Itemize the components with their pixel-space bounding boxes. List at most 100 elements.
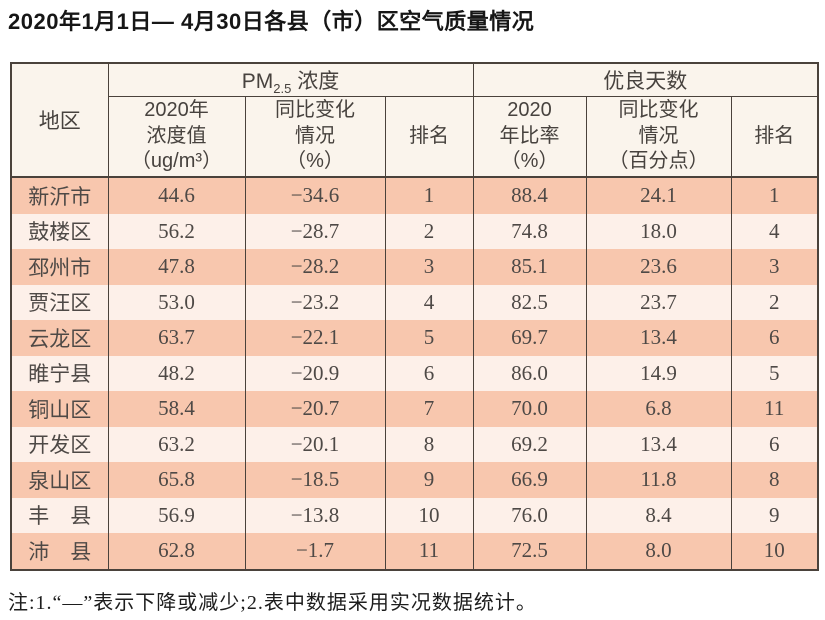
pm-value-cell: 48.2 [107,355,246,391]
good-rank-cell: 6 [730,426,819,462]
pm-rank-cell: 4 [384,284,474,320]
region-cell: 睢宁县 [10,355,109,391]
pm-rank-cell: 6 [384,355,474,391]
table-row: 云龙区 63.7 −22.1 5 69.7 13.4 6 [10,320,819,356]
header-good-rank: 排名 [730,96,819,177]
header-pm25-group: PM2.5 浓度 [107,63,474,97]
good-rate-cell: 72.5 [472,533,587,570]
good-change-cell: 24.1 [585,177,732,214]
pm-value-cell: 44.6 [107,177,246,214]
pm-label-subscript: 2.5 [273,81,292,97]
good-change-cell: 23.7 [585,284,732,320]
table-row: 睢宁县 48.2 −20.9 6 86.0 14.9 5 [10,355,819,391]
pm-change-cell: −13.8 [244,497,386,533]
pm-rank-cell: 11 [384,533,474,570]
page-title: 2020年1月1日— 4月30日各县（市）区空气质量情况 [8,9,535,34]
good-rate-cell: 86.0 [472,355,587,391]
pm-value-cell: 62.8 [107,533,246,570]
good-rank-cell: 11 [730,391,819,427]
header-pm-change: 同比变化 情况 （%） [244,96,386,177]
pm-change-cell: −20.7 [244,391,386,427]
header-pm-rank: 排名 [384,96,474,177]
good-rate-cell: 85.1 [472,249,587,285]
good-rate-cell: 76.0 [472,497,587,533]
pm-rank-cell: 5 [384,320,474,356]
good-rate-cell: 66.9 [472,462,587,498]
pm-change-cell: −28.2 [244,249,386,285]
air-quality-table: 地区 PM2.5 浓度 优良天数 2020年 浓度值 （ug/m³） 同比变化 … [10,62,820,571]
pm-value-cell: 63.7 [107,320,246,356]
good-rank-cell: 8 [730,462,819,498]
pm-rank-cell: 8 [384,426,474,462]
good-change-cell: 13.4 [585,320,732,356]
good-rank-cell: 9 [730,497,819,533]
good-rate-cell: 88.4 [472,177,587,214]
region-cell: 鼓楼区 [10,213,109,249]
good-rank-cell: 4 [730,213,819,249]
good-change-cell: 11.8 [585,462,732,498]
region-cell: 沛 县 [10,533,109,570]
header-pm-value: 2020年 浓度值 （ug/m³） [107,96,246,177]
pm-change-cell: −28.7 [244,213,386,249]
pm-value-cell: 65.8 [107,462,246,498]
good-rank-cell: 2 [730,284,819,320]
header-region: 地区 [10,63,109,177]
good-change-cell: 23.6 [585,249,732,285]
pm-label-rest: 浓度 [291,70,340,93]
good-rank-cell: 6 [730,320,819,356]
region-cell: 邳州市 [10,249,109,285]
table-row: 丰 县 56.9 −13.8 10 76.0 8.4 9 [10,497,819,533]
pm-rank-cell: 10 [384,497,474,533]
good-change-cell: 6.8 [585,391,732,427]
pm-rank-cell: 1 [384,177,474,214]
region-cell: 泉山区 [10,462,109,498]
table-row: 贾汪区 53.0 −23.2 4 82.5 23.7 2 [10,284,819,320]
pm-rank-cell: 2 [384,213,474,249]
pm-label-base: PM [241,70,274,93]
good-rank-cell: 10 [730,533,819,570]
pm-change-cell: −23.2 [244,284,386,320]
region-cell: 贾汪区 [10,284,109,320]
pm-change-cell: −34.6 [244,177,386,214]
good-rate-cell: 70.0 [472,391,587,427]
pm-change-cell: −22.1 [244,320,386,356]
table-row: 鼓楼区 56.2 −28.7 2 74.8 18.0 4 [10,213,819,249]
pm-rank-cell: 3 [384,249,474,285]
region-cell: 云龙区 [10,320,109,356]
table-row: 沛 县 62.8 −1.7 11 72.5 8.0 10 [10,533,819,570]
good-rate-cell: 82.5 [472,284,587,320]
pm-value-cell: 56.2 [107,213,246,249]
sub-header-row: 2020年 浓度值 （ug/m³） 同比变化 情况 （%） 排名 2020 年比… [11,96,819,177]
good-rank-cell: 5 [730,355,819,391]
good-rank-cell: 3 [730,249,819,285]
region-cell: 丰 县 [10,497,109,533]
good-change-cell: 13.4 [585,426,732,462]
pm-rank-cell: 9 [384,462,474,498]
region-cell: 开发区 [10,426,109,462]
pm-value-cell: 56.9 [107,497,246,533]
good-change-cell: 8.4 [585,497,732,533]
table-row: 铜山区 58.4 −20.7 7 70.0 6.8 11 [10,391,819,427]
table-row: 新沂市 44.6 −34.6 1 88.4 24.1 1 [10,177,819,214]
good-rank-cell: 1 [730,177,819,214]
good-change-cell: 18.0 [585,213,732,249]
good-rate-cell: 69.2 [472,426,587,462]
region-cell: 新沂市 [10,177,109,214]
table-row: 邳州市 47.8 −28.2 3 85.1 23.6 3 [10,249,819,285]
group-header-row: 地区 PM2.5 浓度 优良天数 [10,63,819,177]
pm-rank-cell: 7 [384,391,474,427]
good-change-cell: 14.9 [585,355,732,391]
header-good-days-group: 优良天数 [472,63,819,97]
pm-change-cell: −18.5 [244,462,386,498]
footnote: 注:1.“—”表示下降或减少;2.表中数据采用实况数据统计。 [8,592,537,614]
pm-change-cell: −1.7 [244,533,386,570]
region-cell: 铜山区 [10,391,109,427]
good-change-cell: 8.0 [585,533,732,570]
pm-change-cell: −20.9 [244,355,386,391]
good-rate-cell: 69.7 [472,320,587,356]
good-rate-cell: 74.8 [472,213,587,249]
pm-value-cell: 53.0 [107,284,246,320]
header-good-rate: 2020 年比率 （%） [472,96,587,177]
table-body: 新沂市 44.6 −34.6 1 88.4 24.1 1 鼓楼区 56.2 −2… [10,177,819,570]
pm-value-cell: 58.4 [107,391,246,427]
